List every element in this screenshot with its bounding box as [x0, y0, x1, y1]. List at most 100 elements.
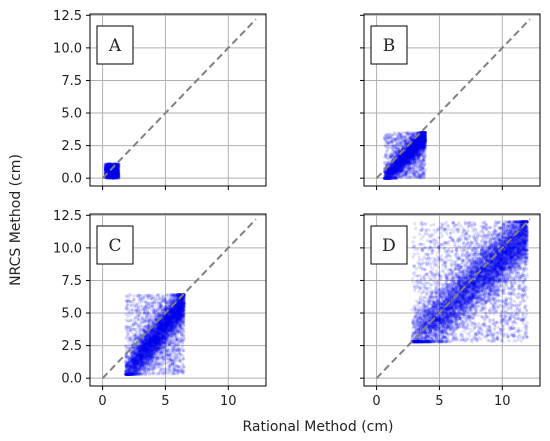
scatter-point: [117, 168, 121, 172]
scatter-point: [417, 136, 421, 140]
scatter-point: [109, 175, 113, 179]
scatter-point: [412, 172, 416, 176]
scatter-point: [104, 164, 109, 168]
scatter-point: [108, 175, 113, 179]
scatter-point: [106, 163, 110, 167]
scatter-point: [389, 169, 394, 174]
scatter-point: [424, 167, 428, 171]
scatter-point: [109, 171, 113, 175]
scatter-point: [111, 176, 115, 180]
scatter-point: [105, 166, 109, 170]
scatter-point: [388, 171, 392, 175]
scatter-point: [109, 164, 113, 168]
scatter-point: [104, 164, 108, 168]
scatter-point: [397, 167, 401, 171]
scatter-point: [110, 170, 115, 174]
scatter-point: [416, 141, 420, 145]
scatter-point: [117, 175, 121, 179]
scatter-point: [115, 167, 119, 171]
scatter-point: [108, 164, 112, 168]
scatter-point: [107, 169, 111, 173]
scatter-point: [393, 167, 397, 171]
scatter-point: [106, 170, 110, 174]
scatter-point: [412, 163, 416, 167]
scatter-point: [421, 143, 425, 147]
scatter-point: [117, 165, 121, 169]
scatter-point: [116, 169, 120, 174]
scatter-point: [117, 170, 121, 174]
scatter-point: [391, 168, 395, 172]
scatter-point: [418, 175, 422, 179]
scatter-point: [416, 143, 420, 147]
scatter-point: [385, 135, 389, 139]
scatter-point: [107, 162, 111, 166]
scatter-point: [109, 169, 113, 173]
scatter-point: [410, 153, 414, 157]
scatter-point: [408, 160, 413, 164]
scatter-point: [400, 159, 404, 163]
scatter-point: [112, 170, 116, 174]
scatter-point: [104, 170, 109, 174]
scatter-point: [416, 137, 420, 141]
scatter-point: [414, 141, 418, 145]
scatter-point: [405, 168, 409, 172]
scatter-point: [416, 158, 420, 162]
scatter-point: [398, 164, 402, 168]
scatter-point: [411, 138, 415, 142]
scatter-point: [112, 172, 116, 176]
scatter-point: [393, 132, 397, 136]
scatter-point: [111, 162, 115, 166]
scatter-point: [107, 163, 111, 167]
scatter-point: [414, 140, 418, 144]
scatter-point: [395, 154, 399, 158]
scatter-point: [406, 159, 410, 163]
scatter-point: [411, 151, 415, 155]
scatter-point: [414, 140, 418, 144]
scatter-point: [399, 165, 403, 169]
scatter-point: [424, 133, 428, 138]
scatter-point: [111, 172, 115, 176]
scatter-point: [115, 175, 119, 179]
scatter-point: [400, 160, 404, 164]
scatter-point: [391, 168, 395, 172]
scatter-point: [105, 168, 109, 172]
scatter-point: [116, 165, 120, 169]
scatter-point: [421, 137, 425, 141]
scatter-point: [418, 173, 422, 178]
scatter-point: [115, 172, 119, 176]
scatter-point: [420, 136, 425, 140]
scatter-point: [411, 135, 415, 139]
scatter-point: [108, 162, 113, 166]
scatter-point: [410, 143, 414, 148]
scatter-point: [420, 162, 424, 166]
scatter-point: [415, 146, 419, 150]
scatter-point: [115, 175, 119, 179]
y-tick-label: 10.0: [53, 41, 82, 56]
scatter-point: [397, 161, 402, 165]
scatter-point: [420, 149, 425, 153]
scatter-point: [112, 172, 116, 176]
scatter-point: [110, 173, 114, 177]
scatter-point: [399, 168, 404, 172]
scatter-point: [112, 169, 116, 173]
scatter-point: [391, 175, 395, 179]
scatter-point: [116, 173, 120, 177]
scatter-point: [399, 160, 403, 164]
scatter-point: [412, 169, 417, 173]
scatter-point: [422, 139, 427, 143]
scatter-point: [418, 164, 422, 169]
scatter-point: [106, 163, 110, 167]
scatter-point: [111, 169, 115, 173]
scatter-point: [408, 152, 412, 156]
scatter-point: [407, 149, 412, 153]
scatter-point: [107, 169, 111, 173]
scatter-point: [105, 166, 109, 170]
scatter-point: [107, 168, 111, 172]
scatter-point: [401, 167, 405, 171]
scatter-point: [106, 163, 110, 167]
scatter-point: [110, 174, 114, 178]
scatter-point: [112, 172, 116, 176]
scatter-point: [420, 159, 424, 163]
scatter-point: [388, 135, 392, 139]
scatter-point: [116, 168, 120, 172]
